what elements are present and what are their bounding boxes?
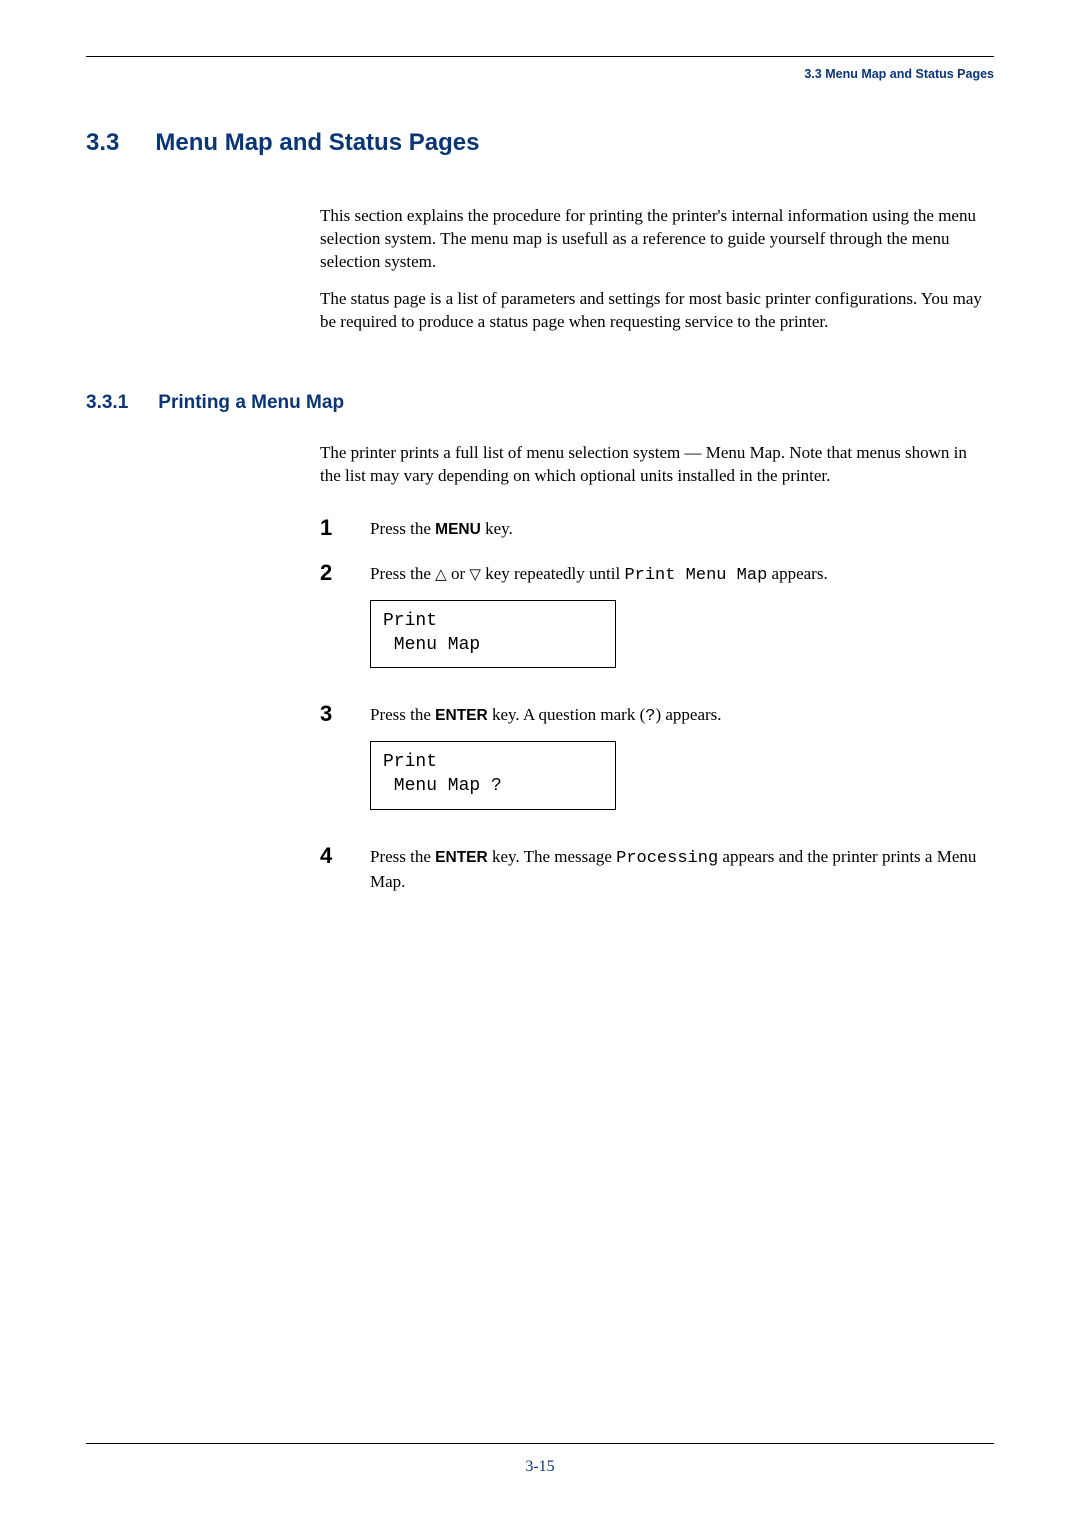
step-number: 1 xyxy=(320,515,340,541)
text: or xyxy=(447,564,470,583)
section-number: 3.3 xyxy=(86,129,119,157)
key-label: ENTER xyxy=(435,849,488,866)
page-content: 3.3 Menu Map and Status Pages 3.3 Menu M… xyxy=(0,0,1080,894)
section-heading: 3.3 Menu Map and Status Pages xyxy=(86,129,994,157)
step-number: 4 xyxy=(320,843,340,869)
up-triangle-icon: △ xyxy=(435,566,447,583)
step-body: Press the MENU key. xyxy=(370,518,994,541)
section-body: This section explains the procedure for … xyxy=(320,205,990,334)
lcd-text-inline: ? xyxy=(645,707,655,726)
section-para-1: This section explains the procedure for … xyxy=(320,205,990,274)
section-title: Menu Map and Status Pages xyxy=(155,129,479,157)
text: ) appears. xyxy=(655,705,721,724)
step-2: 2 Press the △ or ▽ key repeatedly until … xyxy=(320,563,994,669)
subsection-number: 3.3.1 xyxy=(86,392,128,414)
text: key repeatedly until xyxy=(481,564,625,583)
text: key. xyxy=(481,519,513,538)
text: Press the xyxy=(370,705,435,724)
running-head: 3.3 Menu Map and Status Pages xyxy=(86,67,994,81)
subsection-heading: 3.3.1 Printing a Menu Map xyxy=(86,392,994,414)
footer-rule xyxy=(86,1443,994,1444)
key-label: MENU xyxy=(435,521,481,538)
down-triangle-icon: ▽ xyxy=(469,566,481,583)
step-number: 2 xyxy=(320,560,340,586)
lcd-text-inline: Print Menu Map xyxy=(624,566,767,585)
step-number: 3 xyxy=(320,701,340,727)
subsection-intro: The printer prints a full list of menu s… xyxy=(320,442,990,488)
step-body: Press the ENTER key. A question mark (?)… xyxy=(370,704,994,810)
step-4: 4 Press the ENTER key. The message Proce… xyxy=(320,846,994,894)
step-body: Press the △ or ▽ key repeatedly until Pr… xyxy=(370,563,994,669)
step-1: 1 Press the MENU key. xyxy=(320,518,994,541)
step-body: Press the ENTER key. The message Process… xyxy=(370,846,994,894)
subsection-intro-para: The printer prints a full list of menu s… xyxy=(320,442,990,488)
key-label: ENTER xyxy=(435,707,488,724)
lcd-display: Print Menu Map ? xyxy=(370,741,616,810)
subsection-title: Printing a Menu Map xyxy=(158,392,344,414)
text: key. A question mark ( xyxy=(488,705,646,724)
text: appears. xyxy=(767,564,827,583)
section-para-2: The status page is a list of parameters … xyxy=(320,288,990,334)
page-number: 3-15 xyxy=(86,1458,994,1476)
lcd-display: Print Menu Map xyxy=(370,600,616,669)
text: key. The message xyxy=(488,847,616,866)
text: Press the xyxy=(370,564,435,583)
text: Press the xyxy=(370,519,435,538)
lcd-text-inline: Processing xyxy=(616,849,718,868)
header-rule xyxy=(86,56,994,57)
text: Press the xyxy=(370,847,435,866)
step-3: 3 Press the ENTER key. A question mark (… xyxy=(320,704,994,810)
page-footer: 3-15 xyxy=(86,1443,994,1476)
